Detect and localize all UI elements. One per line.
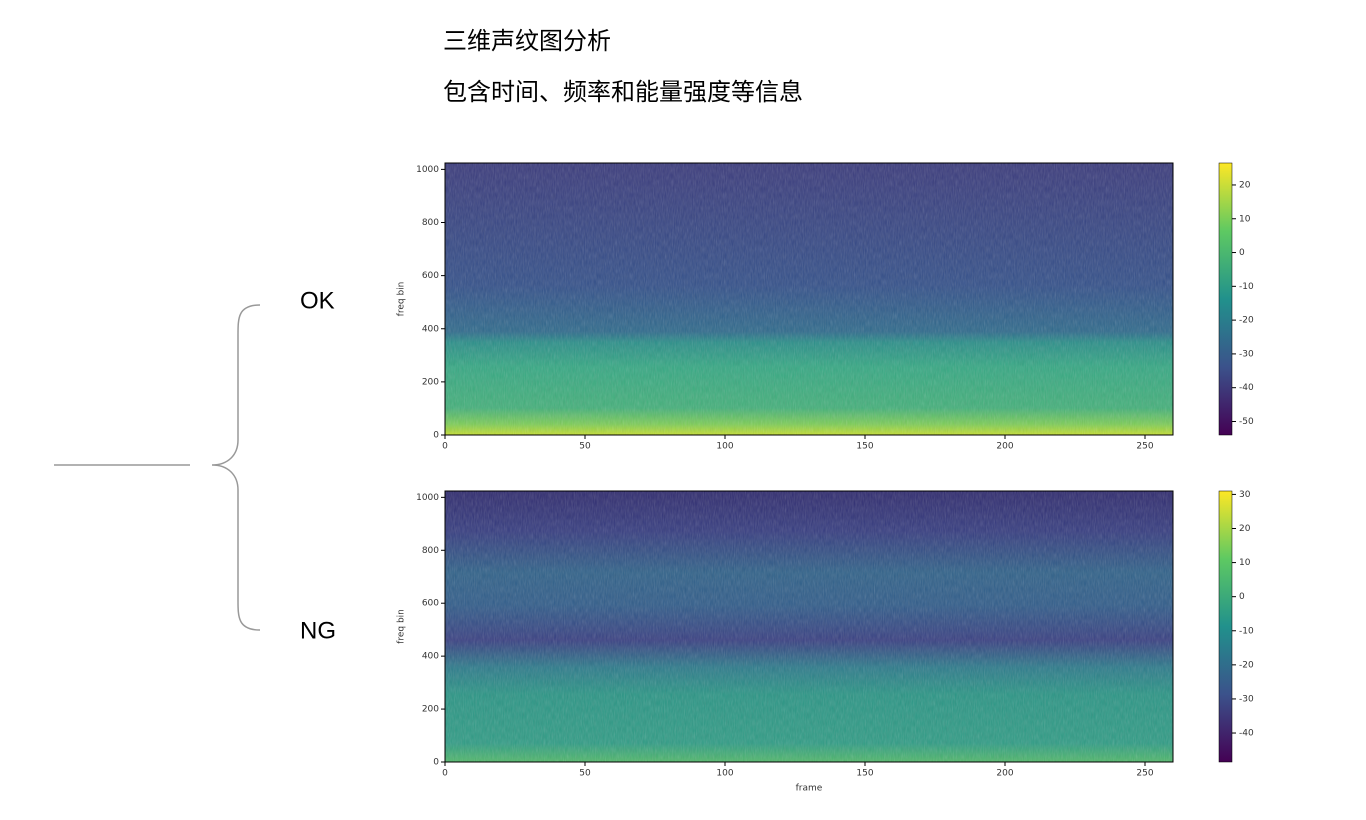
colorbar-tick-label: 30 <box>1239 490 1251 500</box>
ng-label: NG <box>300 617 336 644</box>
y-axis-label: freq bin <box>397 609 407 644</box>
title: 三维声纹图分析 <box>443 27 611 55</box>
colorbar-tick-label: 20 <box>1239 524 1251 534</box>
plot-frame <box>444 162 1174 436</box>
y-tick-label: 200 <box>422 377 439 387</box>
x-tick-label: 250 <box>1136 769 1153 779</box>
colorbar-tick-label: -30 <box>1239 694 1254 704</box>
y-tick-label: 800 <box>422 218 439 228</box>
x-tick-label: 0 <box>442 442 448 452</box>
x-tick-label: 0 <box>442 769 448 779</box>
x-tick-label: 100 <box>716 769 733 779</box>
subtitle: 包含时间、频率和能量强度等信息 <box>443 78 803 106</box>
colorbar <box>1218 490 1233 763</box>
x-tick-label: 50 <box>579 442 591 452</box>
y-tick-label: 0 <box>433 431 439 441</box>
y-axis-label: freq bin <box>397 282 407 317</box>
y-tick-label: 0 <box>433 758 439 768</box>
colorbar-tick-label: -30 <box>1239 349 1254 359</box>
spectrogram-texture <box>445 491 1173 762</box>
brace <box>211 304 261 631</box>
y-tick-label: 400 <box>422 324 439 334</box>
x-axis-label: frame <box>796 784 823 794</box>
x-tick-label: 50 <box>579 769 591 779</box>
y-tick-label: 800 <box>422 546 439 556</box>
x-tick-label: 250 <box>1136 442 1153 452</box>
y-tick-label: 1000 <box>416 493 439 503</box>
x-tick-label: 150 <box>856 769 873 779</box>
colorbar <box>1218 162 1233 436</box>
y-tick-label: 600 <box>422 599 439 609</box>
colorbar-tick-label: 0 <box>1239 592 1245 602</box>
colorbar-tick-label: 0 <box>1239 248 1245 258</box>
colorbar-tick-label: -10 <box>1239 282 1254 292</box>
colorbar-tick-label: -40 <box>1239 729 1254 739</box>
y-tick-label: 200 <box>422 705 439 715</box>
y-tick-label: 600 <box>422 271 439 281</box>
colorbar-tick-label: -20 <box>1239 660 1254 670</box>
y-tick-label: 400 <box>422 652 439 662</box>
x-tick-label: 200 <box>996 769 1013 779</box>
ok-label: OK <box>300 287 335 314</box>
y-tick-label: 1000 <box>416 165 439 175</box>
x-tick-label: 150 <box>856 442 873 452</box>
x-tick-label: 200 <box>996 442 1013 452</box>
colorbar-tick-label: -50 <box>1239 417 1254 427</box>
colorbar-tick-label: -20 <box>1239 316 1254 326</box>
colorbar-tick-label: -40 <box>1239 383 1254 393</box>
colorbar-tick-label: 10 <box>1239 558 1251 568</box>
colorbar-tick-label: -10 <box>1239 626 1254 636</box>
x-tick-label: 100 <box>716 442 733 452</box>
spectrogram-texture <box>445 163 1173 435</box>
plot-frame <box>444 490 1174 763</box>
colorbar-tick-label: 10 <box>1239 214 1251 224</box>
colorbar-tick-label: 20 <box>1239 180 1251 190</box>
